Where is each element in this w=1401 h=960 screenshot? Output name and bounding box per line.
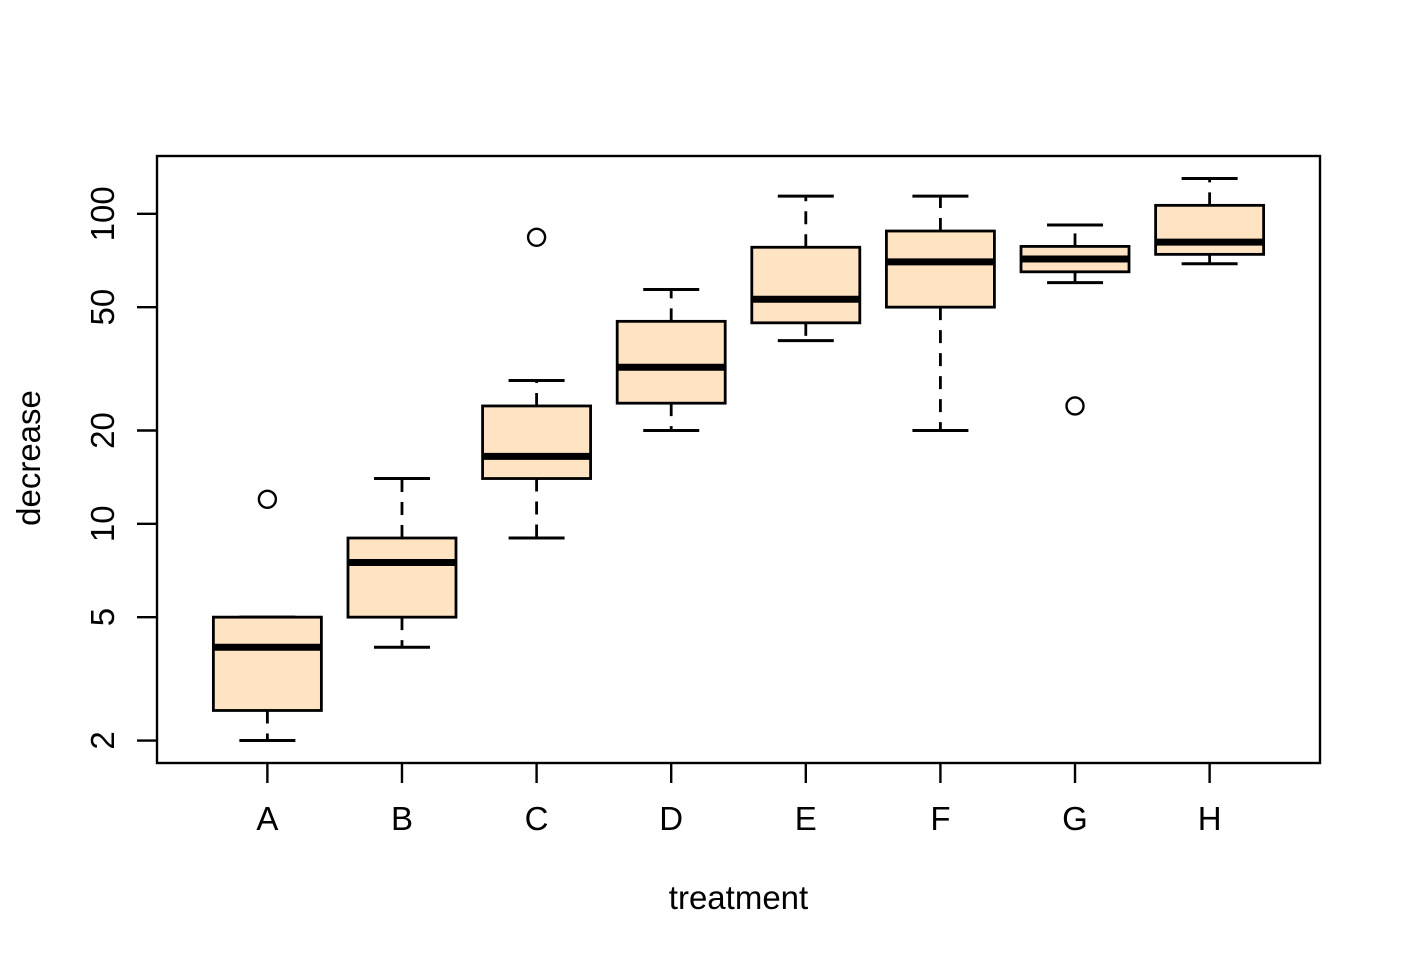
x-tick-label-H: H [1198, 800, 1222, 837]
iqr-box-A [211, 615, 323, 712]
y-tick-label-20: 20 [84, 412, 121, 449]
x-axis-title: treatment [669, 879, 808, 916]
outlier-point-A [257, 489, 278, 509]
iqr-box-H [1154, 203, 1266, 256]
x-tick-label-B: B [391, 800, 413, 837]
iqr-box-E [750, 245, 862, 325]
y-tick-label-10: 10 [84, 505, 121, 542]
iqr-box-C [481, 404, 592, 480]
x-tick-label-G: G [1062, 800, 1088, 837]
outlier-point-G [1065, 396, 1085, 416]
y-tick-label-5: 5 [84, 608, 121, 626]
iqr-box-F [885, 229, 996, 309]
y-tick-label-50: 50 [84, 289, 121, 326]
y-axis-title: decrease [10, 390, 47, 526]
x-tick-label-A: A [256, 800, 278, 837]
y-tick-label-2: 2 [84, 731, 121, 749]
outlier-point-C [526, 227, 547, 247]
plot-border [155, 154, 1322, 765]
x-tick-label-C: C [525, 800, 549, 837]
x-tick-label-D: D [659, 800, 683, 837]
x-tick-label-F: F [930, 800, 950, 837]
x-tick-label-E: E [795, 800, 817, 837]
iqr-box-B [346, 536, 458, 619]
y-tick-label-100: 100 [84, 186, 121, 241]
chart-layer: 2 5 10 20 50 100 A B C D E F G H [84, 154, 1322, 837]
iqr-box-D [615, 319, 727, 405]
